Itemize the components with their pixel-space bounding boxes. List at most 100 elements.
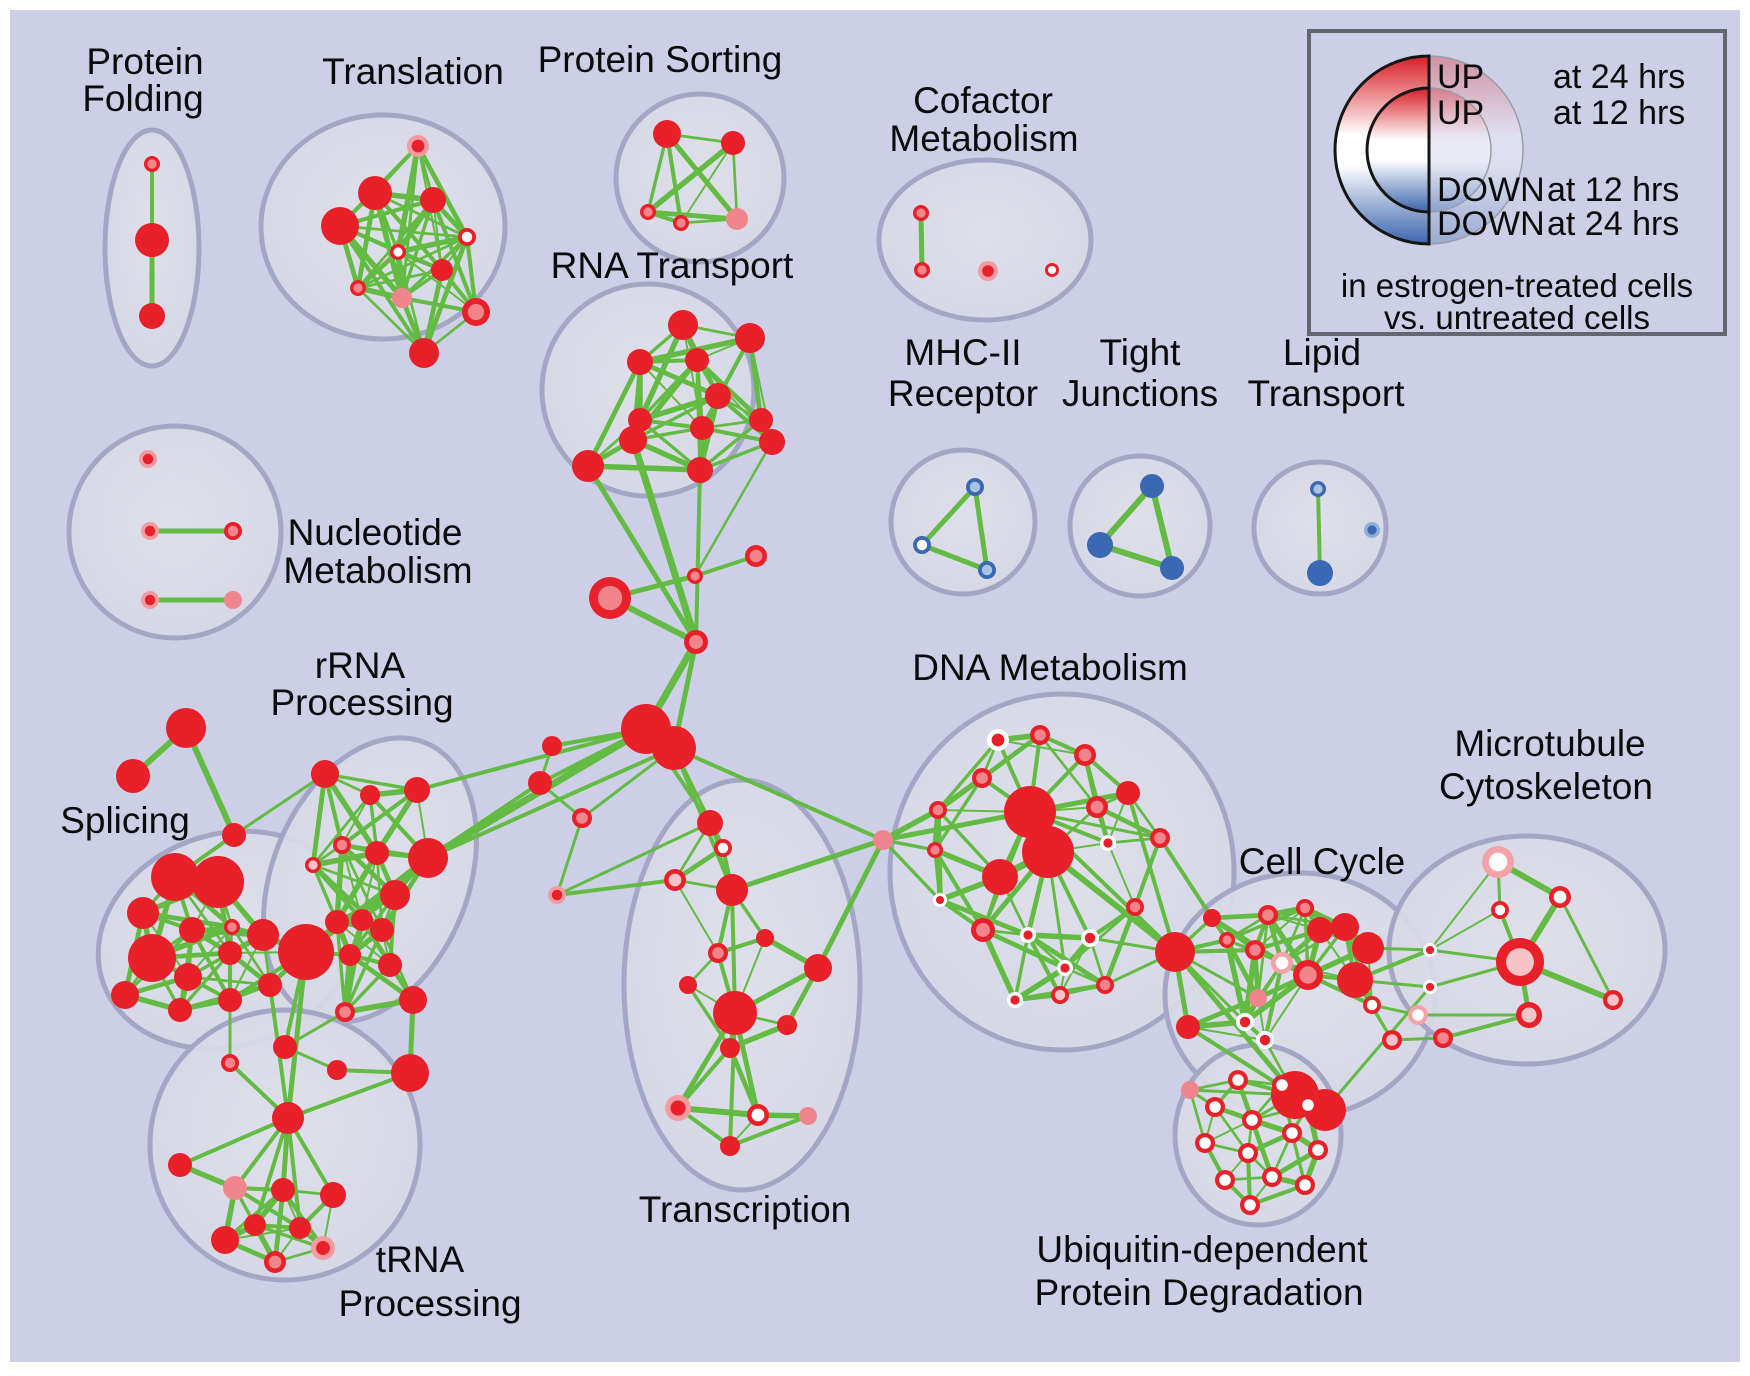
network-node — [1051, 986, 1069, 1004]
network-node — [721, 131, 745, 155]
cluster-label-tn: Processing — [338, 1283, 521, 1324]
network-node — [1155, 932, 1195, 972]
node-core — [751, 1108, 765, 1122]
network-node — [1258, 905, 1278, 925]
cluster-label-mh: Receptor — [888, 373, 1038, 414]
network-node — [1150, 828, 1170, 848]
network-node — [1331, 913, 1359, 941]
network-node — [705, 383, 731, 409]
node-core — [1154, 832, 1166, 844]
network-node — [128, 934, 176, 982]
node-ring — [311, 760, 339, 788]
network-node — [1022, 826, 1074, 878]
network-edge — [286, 1071, 412, 1120]
node-core — [1553, 890, 1567, 904]
network-node — [1240, 1195, 1260, 1215]
network-node — [627, 349, 653, 375]
cluster-label-nm: Metabolism — [283, 550, 472, 591]
network-node — [1549, 886, 1571, 908]
node-ring — [1352, 932, 1384, 964]
network-node — [218, 941, 242, 965]
node-ring — [128, 934, 176, 982]
network-node — [1282, 1123, 1302, 1143]
node-ring — [116, 759, 150, 793]
node-ring — [1160, 556, 1184, 580]
network-node — [1364, 522, 1380, 538]
network-node — [325, 910, 349, 934]
cluster-label-ub: Protein Degradation — [1034, 1272, 1363, 1313]
node-ring — [1307, 917, 1333, 943]
node-ring — [351, 909, 373, 931]
legend-direction-1: UP — [1437, 94, 1484, 132]
network-node — [720, 1038, 740, 1058]
network-node — [914, 262, 930, 278]
network-node — [1271, 952, 1293, 974]
node-ring — [1176, 1015, 1200, 1039]
network-node — [168, 1153, 192, 1177]
network-node — [619, 426, 647, 454]
cluster-label-dn: DNA Metabolism — [912, 647, 1188, 688]
node-core — [1084, 932, 1096, 944]
network-node — [168, 998, 192, 1022]
network-edge — [555, 821, 712, 897]
network-edge — [664, 131, 684, 226]
node-core — [1299, 1179, 1311, 1191]
node-ring — [619, 426, 647, 454]
node-ring — [1307, 560, 1333, 586]
network-node — [927, 842, 943, 858]
node-ring — [431, 259, 453, 281]
network-node — [873, 830, 893, 850]
node-ring — [244, 1214, 266, 1236]
network-node — [978, 261, 998, 281]
network-edge — [585, 463, 699, 645]
network-node — [1298, 1095, 1318, 1115]
network-node — [1382, 1030, 1402, 1050]
network-edge — [311, 793, 372, 867]
network-node — [1256, 1031, 1274, 1049]
node-core — [1244, 1199, 1256, 1211]
node-core — [1299, 966, 1317, 984]
node-core — [227, 525, 239, 537]
network-node — [407, 135, 429, 157]
node-ring — [528, 771, 552, 795]
network-node — [1307, 560, 1333, 586]
network-edge — [253, 1116, 290, 1227]
node-ring — [192, 856, 244, 908]
node-core — [917, 265, 927, 275]
node-ring — [1022, 826, 1074, 878]
cluster-label-tr: Transcription — [639, 1189, 851, 1230]
node-core — [339, 1006, 351, 1018]
cluster-label-mh: MHC-II — [904, 332, 1021, 373]
node-ring — [1331, 913, 1359, 941]
node-ring — [339, 944, 361, 966]
node-core — [144, 525, 156, 537]
node-core — [1302, 1099, 1314, 1111]
node-core — [981, 564, 993, 576]
network-node — [431, 259, 453, 281]
network-node — [714, 839, 732, 857]
network-node — [1423, 980, 1437, 994]
node-core — [1425, 982, 1435, 992]
network-node — [223, 1176, 247, 1200]
network-node — [1228, 1070, 1248, 1090]
network-edge — [937, 897, 1031, 938]
node-core — [1047, 265, 1057, 275]
legend-direction-2: DOWN — [1437, 171, 1545, 209]
network-node — [224, 919, 240, 935]
network-node — [174, 963, 202, 991]
node-core — [690, 571, 700, 581]
network-node — [1295, 1175, 1315, 1195]
network-node — [1433, 1028, 1453, 1048]
network-node — [339, 944, 361, 966]
node-core — [932, 804, 944, 816]
node-core — [916, 208, 926, 218]
network-edge — [698, 418, 763, 472]
node-core — [689, 635, 703, 649]
node-core — [643, 207, 653, 217]
network-edge — [881, 808, 940, 842]
network-edge — [919, 542, 990, 573]
network-node — [628, 408, 652, 432]
node-ring — [320, 1182, 346, 1208]
